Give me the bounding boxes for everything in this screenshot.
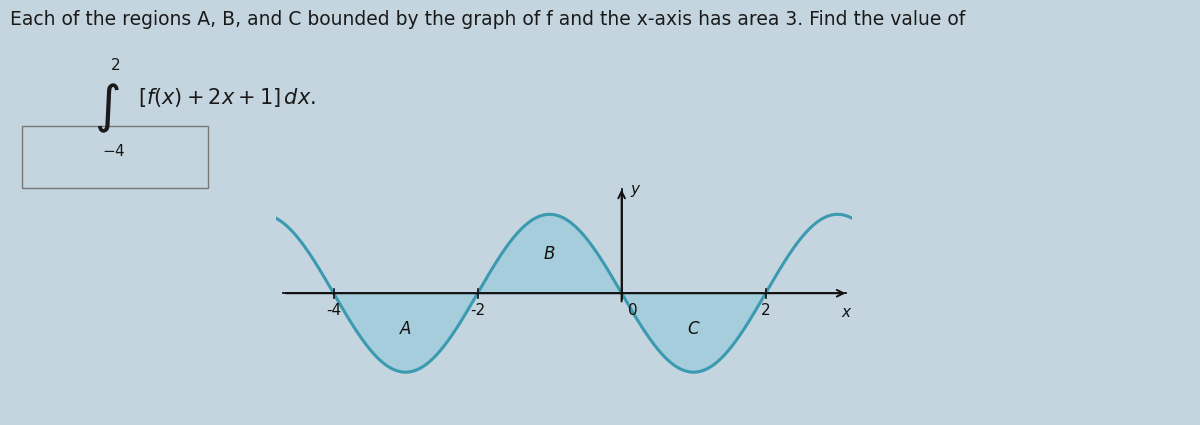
Text: 0: 0: [628, 303, 637, 318]
Text: A: A: [400, 320, 412, 338]
Text: $[f(x) + 2x + 1]\,dx.$: $[f(x) + 2x + 1]\,dx.$: [138, 86, 316, 109]
Text: $\int$: $\int$: [94, 82, 119, 135]
Text: y: y: [630, 181, 640, 197]
Text: -2: -2: [470, 303, 485, 318]
Text: Each of the regions A, B, and C bounded by the graph of f and the x-axis has are: Each of the regions A, B, and C bounded …: [10, 10, 965, 29]
Text: B: B: [544, 245, 556, 263]
Text: -4: -4: [326, 303, 341, 318]
Text: $2$: $2$: [110, 57, 120, 73]
Text: 2: 2: [761, 303, 770, 318]
FancyBboxPatch shape: [22, 127, 208, 188]
Text: $-4$: $-4$: [102, 143, 126, 159]
Text: C: C: [688, 320, 700, 338]
Text: x: x: [841, 306, 851, 320]
